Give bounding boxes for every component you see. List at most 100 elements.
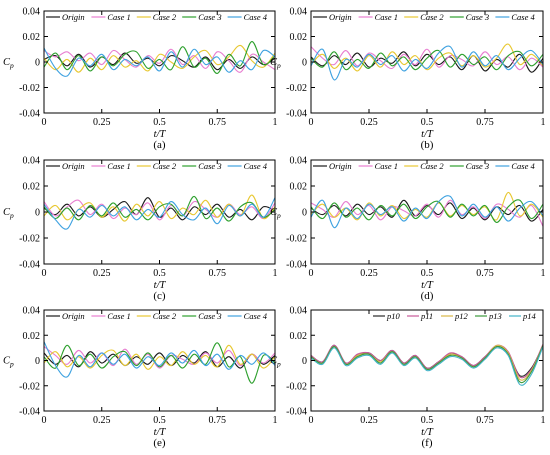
legend-label: Case 4 [511, 161, 535, 171]
panel-label: (b) [421, 139, 434, 151]
x-tick-label: 0.75 [209, 117, 227, 128]
y-tick-label: 0.04 [290, 7, 308, 18]
series-group [44, 194, 275, 230]
panel-label: (c) [153, 290, 166, 302]
x-axis-title: t/T [421, 280, 434, 291]
axes-frame [310, 159, 544, 265]
legend-label: Case 1 [375, 12, 398, 22]
x-tick-label: 0.5 [153, 117, 166, 128]
x-axis-title: t/T [154, 129, 167, 140]
series-line-case-4 [44, 197, 275, 230]
x-tick-label: 0.25 [360, 415, 378, 426]
x-tick-label: 1 [273, 415, 278, 426]
legend-label: Case 2 [153, 311, 177, 321]
legend-label: Origin [62, 161, 85, 171]
y-tick-label: 0.04 [290, 156, 308, 167]
x-tick-label: 0.25 [93, 117, 111, 128]
series-line-case-4 [311, 195, 543, 229]
legend-label: Case 1 [107, 12, 130, 22]
y-tick-label: -0.04 [19, 407, 40, 418]
series-line-case-2 [311, 43, 543, 72]
y-tick-label: 0.02 [23, 331, 41, 342]
x-tick-label: 0 [309, 415, 314, 426]
legend-label: p10 [386, 311, 401, 321]
legend-label: Case 2 [153, 12, 177, 22]
series-line-case-2 [44, 44, 275, 73]
x-tick-label: 0.5 [153, 268, 166, 279]
x-tick-label: 0.75 [476, 117, 494, 128]
y-tick-label: -0.02 [286, 234, 307, 245]
series-group [44, 341, 275, 384]
x-tick-label: 0.5 [421, 268, 434, 279]
panel-label: (e) [153, 437, 166, 449]
panel-label: (f) [422, 437, 433, 449]
series-line-p10 [311, 344, 543, 377]
series-line-case-4 [44, 341, 275, 378]
chart-panel-b: 0 0.25 0.5 0.75 1 -0.04 -0.02 0 0.02 0.04 Cp t/T(b)… [270, 7, 546, 152]
x-axis-title: t/T [154, 427, 167, 438]
x-tick-label: 0 [309, 268, 314, 279]
y-tick-label: -0.04 [19, 260, 40, 271]
chart-panel-d: 0 0.25 0.5 0.75 1 -0.04 -0.02 0 0.02 0.04 Cp t/T(d)… [270, 156, 546, 303]
x-axis-title: t/T [421, 129, 434, 140]
y-tick-label: 0 [35, 58, 40, 69]
x-tick-label: 0.25 [360, 117, 378, 128]
legend-label: Case 2 [153, 161, 177, 171]
x-axis-title: t/T [421, 427, 434, 438]
x-tick-label: 0.75 [476, 415, 494, 426]
x-tick-label: 0 [309, 117, 314, 128]
chart-panel-f: 0 0.25 0.5 0.75 1 -0.04 -0.02 0 0.02 0.04 Cp t/T(f)… [270, 306, 546, 450]
y-axis-title: Cp [3, 207, 14, 220]
axes-frame [310, 309, 544, 412]
y-tick-label: 0.02 [290, 182, 308, 193]
legend: Origin Case 1 Case 2 Case 3 Case 4 [46, 161, 268, 171]
legend: Origin Case 1 Case 2 Case 3 Case 4 [313, 161, 536, 171]
series-line-origin [44, 52, 275, 71]
x-tick-label: 0.5 [421, 117, 434, 128]
y-axis-title: Cp [270, 356, 281, 369]
x-tick-label: 1 [273, 268, 278, 279]
y-tick-label: 0.04 [23, 156, 41, 167]
y-axis-title: Cp [270, 57, 281, 70]
y-tick-label: 0.04 [23, 7, 41, 18]
series-line-case-3 [311, 199, 543, 223]
series-group [311, 43, 543, 81]
y-tick-label: -0.04 [286, 109, 307, 120]
y-tick-label: -0.02 [19, 83, 40, 94]
series-group [311, 343, 543, 386]
legend-label: Case 1 [375, 161, 398, 171]
legend-label: Origin [62, 311, 85, 321]
series-line-case-3 [44, 342, 275, 384]
y-axis-title: Cp [270, 207, 281, 220]
legend-label: Case 3 [466, 161, 489, 171]
y-tick-label: -0.04 [286, 260, 307, 271]
x-axis-title: t/T [154, 280, 167, 291]
series-line-case-1 [311, 199, 543, 227]
x-tick-label: 0.5 [153, 415, 166, 426]
y-tick-label: 0 [302, 58, 307, 69]
series-line-case-1 [44, 346, 275, 369]
y-tick-label: 0.02 [23, 182, 41, 193]
chart-panel-e: 0 0.25 0.5 0.75 1 -0.04 -0.02 0 0.02 0.04 Cp t/T(e)… [3, 306, 278, 450]
legend-label: p11 [420, 311, 433, 321]
chart-panel-a: 0 0.25 0.5 0.75 1 -0.04 -0.02 0 0.02 0.04 Cp t/T(a)… [3, 7, 278, 152]
legend-label: Case 3 [198, 311, 221, 321]
x-tick-label: 0 [42, 117, 47, 128]
legend-label: Case 1 [107, 161, 130, 171]
y-tick-label: 0.02 [23, 32, 41, 43]
legend: p10 p11 p12 p13 p14 [373, 311, 537, 321]
y-tick-label: 0 [302, 356, 307, 367]
legend-label: Case 2 [420, 161, 444, 171]
series-line-case-1 [311, 46, 543, 71]
legend-label: Case 4 [244, 311, 268, 321]
y-tick-label: 0.02 [290, 331, 308, 342]
x-tick-label: 1 [541, 117, 546, 128]
chart-panel-c: 0 0.25 0.5 0.75 1 -0.04 -0.02 0 0.02 0.04 Cp t/T(c)… [3, 156, 278, 303]
x-tick-label: 0.75 [476, 268, 494, 279]
series-group [311, 191, 543, 229]
legend-label: Origin [329, 161, 352, 171]
legend-label: Origin [329, 12, 352, 22]
y-tick-label: -0.04 [286, 407, 307, 418]
legend-label: Origin [62, 12, 85, 22]
